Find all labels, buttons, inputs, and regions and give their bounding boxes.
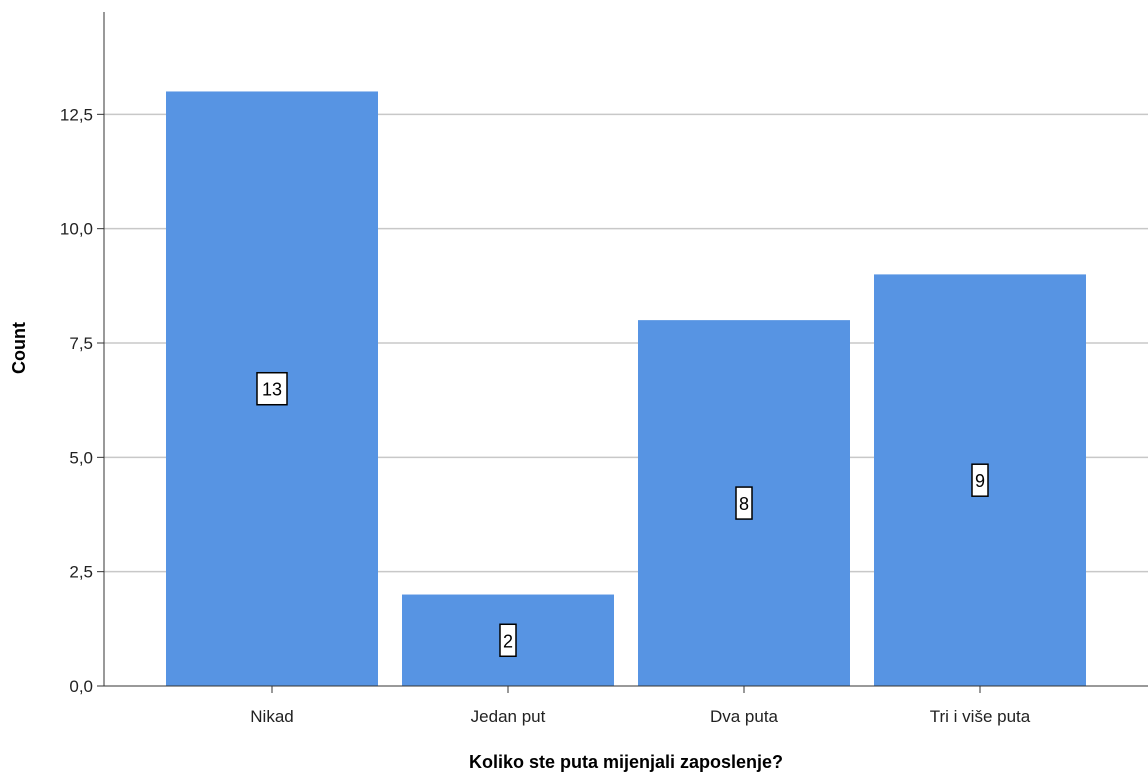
x-tick-label: Dva puta <box>710 707 779 726</box>
data-label: 2 <box>503 631 513 651</box>
data-label-box <box>256 371 288 406</box>
x-tick-label: Jedan put <box>471 707 546 726</box>
x-tick-labels: Nikad Jedan put Dva puta Tri i više puta <box>250 707 1031 726</box>
data-label: 13 <box>262 380 282 400</box>
x-tick-label: Nikad <box>250 707 293 726</box>
y-tick-label: 2,5 <box>69 563 93 582</box>
data-label: 8 <box>739 494 749 514</box>
y-tick-labels: 0,0 2,5 5,0 7,5 10,0 12,5 <box>60 105 93 696</box>
y-axis-title: Count <box>9 322 29 374</box>
data-label-box <box>735 486 753 520</box>
y-tick-label: 5,0 <box>69 448 93 467</box>
y-tick-label: 10,0 <box>60 220 93 239</box>
data-label-box <box>971 463 989 497</box>
data-labels: 13 2 8 9 <box>256 371 989 658</box>
bars <box>166 91 1086 686</box>
x-tick-label: Tri i više puta <box>930 707 1031 726</box>
y-tick-label: 7,5 <box>69 334 93 353</box>
y-tick-label: 12,5 <box>60 105 93 124</box>
x-axis-title: Koliko ste puta mijenjali zaposlenje? <box>469 752 783 772</box>
data-label-box <box>499 623 517 658</box>
data-label: 9 <box>975 471 985 491</box>
y-tick-label: 0,0 <box>69 677 93 696</box>
axes <box>97 12 1148 693</box>
